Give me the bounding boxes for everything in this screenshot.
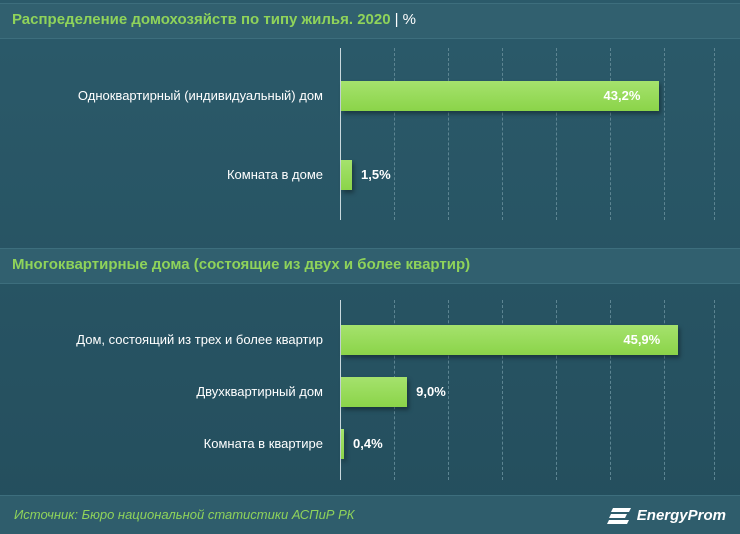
category-axis [340, 300, 341, 480]
logo-mark-icon [606, 508, 631, 524]
category-label: Двухквартирный дом [196, 384, 323, 399]
gridline [610, 300, 611, 480]
chart-panel-1: Одноквартирный (индивидуальный) дом 43,2%… [0, 48, 740, 220]
gridline [448, 300, 449, 480]
gridline [714, 300, 715, 480]
value-label: 43,2% [603, 88, 641, 103]
category-label: Дом, состоящий из трех и более квартир [76, 332, 323, 347]
source-note: Источник: Бюро национальной статистики А… [14, 507, 355, 522]
gridline [664, 300, 665, 480]
footer: Источник: Бюро национальной статистики А… [0, 495, 740, 534]
unit-label: | % [394, 11, 416, 28]
section-title: Многоквартирные дома (состоящие из двух … [12, 256, 471, 273]
category-label: Комната в квартире [203, 436, 323, 451]
gridline [394, 48, 395, 220]
category-label: Одноквартирный (индивидуальный) дом [77, 88, 323, 103]
logo-text: EnergyProm [636, 506, 726, 524]
category-axis [340, 48, 341, 220]
gridline [610, 48, 611, 220]
bar [341, 81, 659, 111]
chart-title: Распределение домохозяйств по типу жилья… [12, 11, 391, 28]
section-header-2: Многоквартирные дома (состоящие из двух … [0, 248, 740, 284]
gridline [502, 300, 503, 480]
value-label: 45,9% [623, 332, 661, 347]
gridline [556, 300, 557, 480]
bar [341, 377, 408, 407]
gridline [664, 48, 665, 220]
value-label: 1,5% [361, 167, 391, 182]
value-label: 9,0% [416, 384, 446, 399]
gridline [556, 48, 557, 220]
category-label: Комната в доме [226, 167, 323, 182]
gridline [448, 48, 449, 220]
section-header-1: Распределение домохозяйств по типу жилья… [0, 3, 740, 39]
energyprom-logo: EnergyProm [606, 503, 726, 527]
chart-panel-2: Дом, состоящий из трех и более квартир 45… [0, 300, 740, 480]
bar [341, 160, 353, 190]
gridline [714, 48, 715, 220]
bar [341, 429, 344, 459]
value-label: 0,4% [353, 436, 383, 451]
gridline [502, 48, 503, 220]
bar [341, 325, 679, 355]
